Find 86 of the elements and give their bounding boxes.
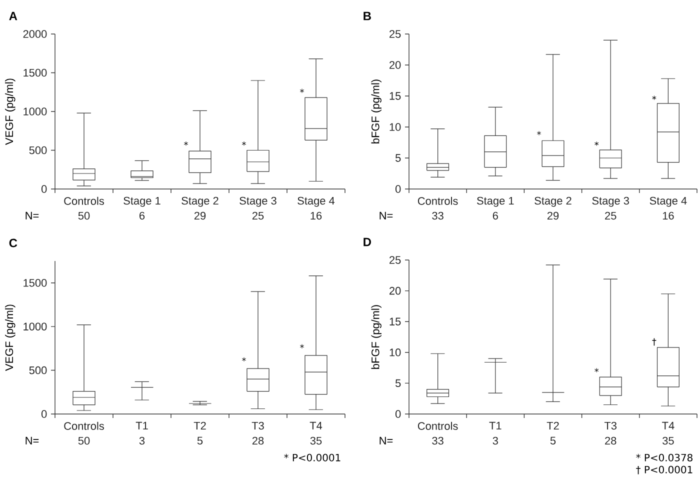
text: 6 [140, 212, 145, 220]
x-tick-label: T1 [489, 422, 502, 430]
text: N= [26, 436, 39, 444]
text: 50 [78, 436, 90, 445]
text: 5 [550, 436, 556, 444]
text: * P<0.0378 [636, 454, 692, 462]
y-tick-label: 500 [29, 146, 47, 154]
y-tick-label: 0 [41, 410, 47, 418]
text: 5 [197, 436, 203, 444]
text: N= [26, 212, 39, 220]
x-tick-label: Stage 4 [650, 196, 687, 207]
x-tick-label: Controls [418, 196, 458, 205]
x-tick-label: Stage 2 [534, 196, 572, 207]
text: 29 [194, 212, 206, 220]
text: N= [380, 212, 393, 220]
text: 33 [432, 436, 444, 445]
annotation: * [652, 96, 656, 100]
text: * P<0.0001 [284, 454, 340, 462]
x-tick-label: T3 [252, 422, 264, 430]
chart-title: B [364, 12, 371, 20]
chart-title: D [364, 238, 371, 246]
x-tick-label: Stage 1 [477, 196, 514, 207]
y-tick-label: 20 [390, 61, 401, 69]
y-tick-label: 25 [390, 30, 401, 38]
text: 16 [310, 212, 322, 220]
y-tick-label: 1000 [24, 322, 47, 330]
text: 25 [252, 212, 264, 220]
x-tick-label: Stage 3 [240, 196, 276, 207]
y-tick-label: 1000 [24, 108, 47, 116]
text: 50 [78, 212, 90, 220]
text: 6 [492, 212, 498, 220]
text: 29 [547, 212, 559, 220]
annotation: * [300, 344, 304, 348]
text: 33 [432, 212, 444, 220]
x-tick-label: Stage 3 [592, 196, 629, 207]
annotation: * [537, 131, 541, 136]
x-tick-label: T1 [136, 422, 148, 430]
y-tick-label: 0 [41, 185, 47, 193]
y-tick-label: 25 [390, 256, 401, 264]
y-tick-label: 10 [390, 348, 401, 356]
y-tick-label: 2000 [23, 30, 47, 38]
y-tick-label: 20 [390, 286, 401, 295]
annotation: † [652, 338, 656, 346]
annotation: * [242, 357, 246, 362]
x-tick-label: Controls [64, 196, 104, 205]
annotation: * [594, 368, 599, 372]
text: 28 [605, 436, 616, 445]
x-tick-label: Stage 4 [298, 196, 335, 207]
y-axis-title: VEGF (pg/ml) [5, 78, 16, 145]
y-axis-title: VEGF (pg/ml) [5, 304, 16, 371]
y-axis-title: bFGF (pg/ml) [371, 305, 382, 369]
x-tick-label: T2 [194, 422, 206, 430]
y-tick-label: 1500 [24, 68, 47, 77]
x-tick-label: Controls [418, 422, 458, 430]
annotation: * [300, 88, 304, 93]
x-tick-label: T4 [662, 422, 674, 430]
x-tick-label: T2 [546, 422, 559, 430]
x-tick-label: Stage 1 [124, 196, 160, 207]
text: 3 [139, 436, 145, 445]
y-tick-label: 0 [395, 185, 401, 193]
chart-title: A [9, 12, 18, 20]
y-tick-label: 5 [395, 154, 401, 162]
annotation: * [184, 141, 188, 146]
text: 35 [662, 436, 674, 445]
x-tick-label: Controls [64, 422, 104, 430]
x-tick-label: T4 [310, 422, 322, 430]
text: 16 [662, 212, 674, 220]
x-tick-label: T3 [604, 422, 617, 430]
y-axis-title: bFGF (pg/ml) [371, 80, 382, 144]
text: 3 [492, 436, 498, 445]
y-tick-label: 500 [29, 366, 47, 374]
annotation: * [242, 141, 246, 146]
x-tick-label: Stage 2 [182, 196, 218, 207]
y-tick-label: 15 [390, 318, 401, 326]
y-tick-label: 1500 [24, 278, 47, 287]
annotation: * [594, 142, 599, 146]
text: † P<0.0001 [636, 466, 692, 474]
y-tick-label: 0 [395, 410, 401, 418]
text: N= [380, 436, 393, 444]
chart-title: C [9, 238, 18, 248]
y-tick-label: 10 [390, 123, 401, 131]
y-tick-label: 15 [390, 92, 401, 100]
y-tick-label: 5 [395, 379, 401, 388]
text: 25 [605, 212, 616, 220]
text: 28 [252, 436, 264, 445]
text: 35 [310, 436, 322, 445]
